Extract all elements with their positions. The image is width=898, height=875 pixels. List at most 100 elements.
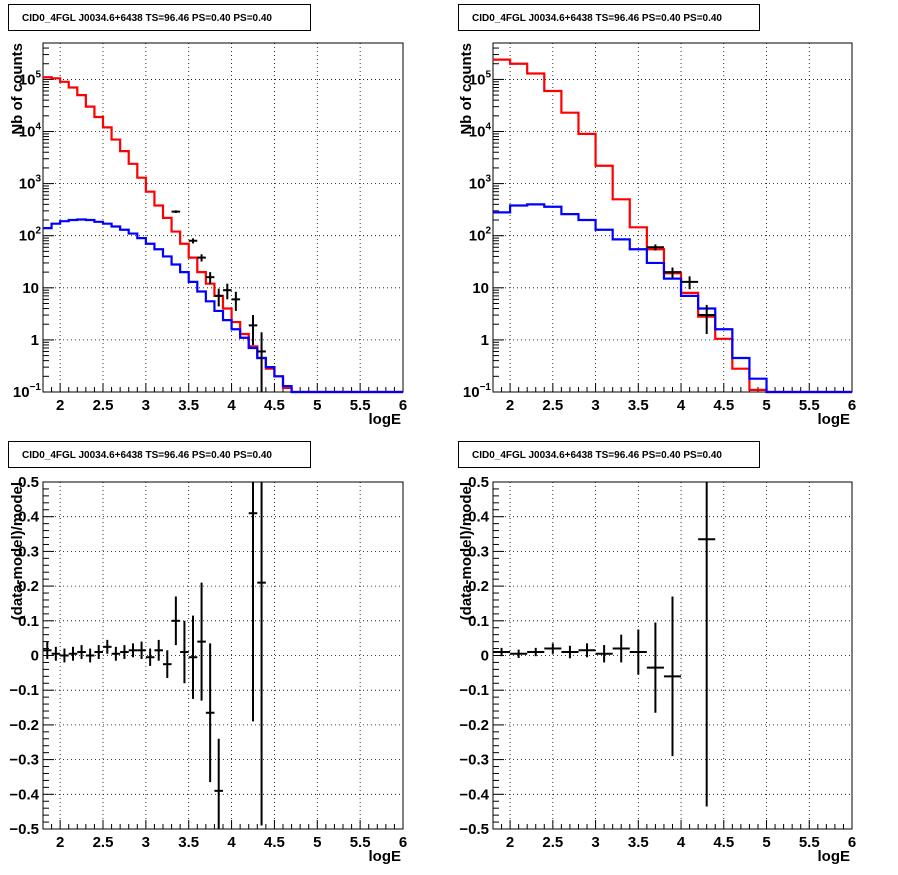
y-tick-label: −0.4 — [9, 786, 39, 803]
residual-point — [493, 647, 511, 657]
y-tick-label: 10−1 — [13, 382, 42, 401]
residual-point — [68, 646, 78, 661]
y-tick-label: 0.2 — [468, 578, 489, 595]
residual-point — [60, 648, 69, 663]
y-tick-label: 10−1 — [463, 382, 492, 401]
residual-point — [510, 649, 528, 658]
x-tick-label: 4.5 — [713, 834, 734, 851]
y-tick-label: 103 — [469, 174, 492, 193]
y-tick-label: 10 — [22, 280, 39, 297]
x-tick-label: 2.5 — [542, 834, 563, 851]
y-tick-label: 105 — [19, 69, 42, 88]
y-tick-label: −0.5 — [459, 821, 489, 838]
x-tick-label: 3.5 — [628, 397, 649, 414]
residual-point — [43, 641, 52, 659]
y-tick-label: 0.5 — [18, 474, 39, 491]
data-point — [231, 291, 241, 311]
residual-point — [544, 643, 562, 654]
y-tick-label: 0 — [481, 648, 489, 665]
residual-point — [205, 643, 215, 783]
chart-panel-2: CID0_4FGL J0034.6+6438 TS=96.46 PS=0.40 … — [458, 4, 856, 428]
residual-point — [698, 482, 716, 807]
grid — [43, 43, 403, 392]
residual-point — [77, 645, 86, 659]
y-tick-label: 0.3 — [468, 543, 489, 560]
data-point — [197, 254, 206, 262]
residual-point — [137, 641, 146, 659]
x-tick-label: 2.5 — [93, 397, 114, 414]
y-tick-label: 104 — [19, 122, 42, 141]
y-tick-label: −0.1 — [459, 682, 489, 699]
x-tick-label: 3 — [591, 834, 599, 851]
x-tick-label: 4.5 — [264, 397, 285, 414]
residual-point — [595, 645, 613, 663]
residual-point — [154, 639, 163, 661]
residual-point — [180, 620, 189, 684]
y-tick-label: 102 — [469, 226, 492, 245]
x-tick-label: 6 — [848, 834, 856, 851]
x-tick-label: 4.5 — [264, 834, 285, 851]
data-point — [248, 315, 258, 345]
chart-panel-4: CID0_4FGL J0034.6+6438 TS=96.46 PS=0.40 … — [458, 441, 856, 865]
x-tick-label: 4 — [677, 834, 686, 851]
x-tick-label: 4.5 — [713, 397, 734, 414]
residual-point — [188, 615, 198, 699]
residual-point — [94, 645, 103, 659]
residual-point — [128, 643, 138, 658]
y-axis-label: Nb of counts — [458, 43, 475, 135]
x-tick-label: 2 — [506, 397, 514, 414]
residual-point — [646, 622, 664, 713]
y-tick-label: 0.4 — [18, 509, 40, 526]
y-axis-label: Nb of counts — [9, 43, 26, 135]
x-tick-label: 5.5 — [799, 834, 820, 851]
data-point — [223, 283, 232, 300]
data-point — [214, 288, 223, 307]
x-tick-label: 5 — [313, 834, 321, 851]
component-model-line — [43, 218, 403, 394]
y-tick-label: 1 — [31, 332, 39, 349]
x-tick-label: 3 — [142, 397, 150, 414]
x-tick-label: 4 — [677, 397, 686, 414]
x-tick-label: 2.5 — [93, 834, 114, 851]
x-axis-label: logE — [369, 411, 402, 428]
x-tick-label: 6 — [848, 397, 856, 414]
data-point — [681, 276, 699, 290]
y-tick-label: 0 — [31, 648, 39, 665]
residual-point — [111, 646, 121, 661]
chart-title: CID0_4FGL J0034.6+6438 TS=96.46 PS=0.40 … — [472, 13, 722, 24]
x-tick-label: 5.5 — [350, 834, 371, 851]
x-tick-label: 3 — [591, 397, 599, 414]
residual-point — [197, 582, 206, 701]
y-tick-label: 102 — [19, 226, 42, 245]
residual-point — [561, 645, 579, 659]
x-tick-label: 4 — [227, 397, 236, 414]
data-point — [205, 272, 215, 284]
grid — [493, 43, 852, 392]
y-tick-label: −0.2 — [459, 717, 489, 734]
y-tick-label: 0.4 — [468, 509, 490, 526]
x-tick-label: 2 — [56, 834, 64, 851]
title-box — [8, 4, 311, 31]
chart-panel-3: CID0_4FGL J0034.6+6438 TS=96.46 PS=0.40 … — [8, 441, 407, 865]
chart-panel-1: CID0_4FGL J0034.6+6438 TS=96.46 PS=0.40 … — [8, 4, 407, 428]
residual-point — [578, 643, 596, 658]
residual-point — [163, 650, 172, 679]
y-tick-label: 10 — [472, 280, 489, 297]
y-tick-label: −0.1 — [9, 682, 39, 699]
x-tick-label: 5.5 — [350, 397, 371, 414]
x-axis-label: logE — [818, 411, 851, 428]
total-model-line — [43, 76, 403, 394]
x-tick-label: 6 — [399, 834, 407, 851]
data-point — [646, 244, 664, 251]
chart-title: CID0_4FGL J0034.6+6438 TS=96.46 PS=0.40 … — [22, 13, 272, 24]
x-tick-label: 2 — [506, 834, 514, 851]
residual-point — [663, 596, 682, 757]
data-point — [663, 267, 682, 278]
x-tick-label: 3.5 — [178, 397, 199, 414]
data-point — [698, 304, 716, 334]
residual-point — [527, 647, 545, 657]
y-tick-label: −0.4 — [459, 786, 489, 803]
y-tick-label: 0.1 — [18, 613, 39, 630]
title-box — [8, 441, 311, 468]
